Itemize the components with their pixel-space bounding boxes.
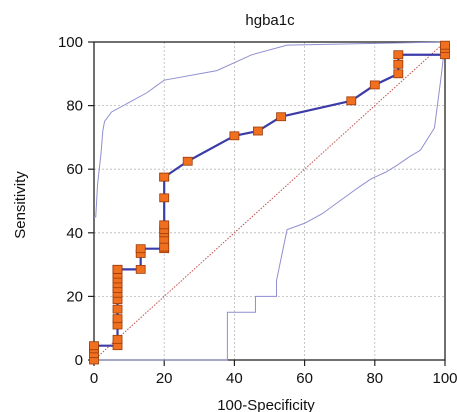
x-tick-label: 80 — [366, 370, 383, 387]
y-tick-label: 0 — [75, 352, 83, 369]
chart-title: hgba1c — [245, 12, 295, 29]
plot-frame — [93, 41, 446, 361]
roc-point — [182, 156, 193, 166]
roc-point — [393, 50, 404, 60]
reference-line — [93, 41, 446, 361]
roc-point — [112, 334, 123, 344]
x-tick-label: 40 — [226, 370, 243, 387]
roc-point — [346, 96, 357, 106]
ci-lower-line — [94, 41, 446, 361]
roc-point — [253, 126, 263, 136]
roc-point — [276, 112, 286, 122]
roc-point — [135, 244, 146, 254]
y-tick-label: 20 — [66, 288, 83, 305]
y-tick-label: 80 — [66, 98, 83, 115]
roc-point — [393, 69, 404, 79]
roc-point — [89, 341, 99, 351]
y-tick-label: 100 — [58, 34, 83, 51]
roc-point — [229, 131, 240, 141]
y-tick-label: 60 — [66, 161, 83, 178]
roc-point — [112, 314, 123, 324]
diagonal-reference-line — [93, 41, 446, 361]
roc-point — [440, 40, 450, 50]
roc-point — [393, 59, 404, 69]
y-tick-label: 40 — [66, 225, 83, 242]
x-tick-label: 60 — [296, 370, 313, 387]
roc-point — [112, 304, 123, 314]
roc-markers — [89, 40, 450, 365]
roc-point — [112, 264, 123, 274]
x-tick-label: 20 — [156, 370, 173, 387]
confidence-bounds — [94, 41, 446, 361]
roc-point — [369, 80, 380, 90]
roc-point — [159, 242, 170, 252]
x-tick-label: 0 — [90, 370, 98, 387]
roc-point — [159, 193, 170, 203]
y-axis-title: Sensitivity — [12, 171, 29, 239]
ci-upper-line — [94, 41, 446, 218]
roc-point — [159, 220, 170, 230]
roc-point — [135, 264, 146, 274]
x-tick-label: 100 — [432, 370, 457, 387]
roc-point — [159, 172, 170, 182]
x-axis-title: 100-Specificity — [217, 397, 315, 412]
